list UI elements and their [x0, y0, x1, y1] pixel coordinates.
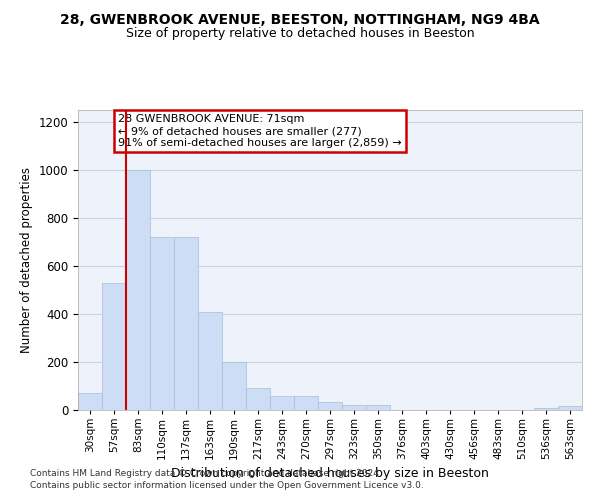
X-axis label: Distribution of detached houses by size in Beeston: Distribution of detached houses by size … [171, 468, 489, 480]
Bar [558, 406, 582, 410]
Bar [78, 393, 102, 410]
Bar [342, 405, 366, 410]
Bar [270, 396, 294, 410]
Bar [534, 408, 558, 410]
Bar [318, 402, 342, 410]
Text: Contains HM Land Registry data © Crown copyright and database right 2024.: Contains HM Land Registry data © Crown c… [30, 468, 382, 477]
Text: Contains public sector information licensed under the Open Government Licence v3: Contains public sector information licen… [30, 481, 424, 490]
Bar [174, 237, 198, 410]
Bar [294, 396, 318, 410]
Text: Size of property relative to detached houses in Beeston: Size of property relative to detached ho… [125, 28, 475, 40]
Bar [198, 312, 222, 410]
Bar [102, 283, 126, 410]
Text: 28, GWENBROOK AVENUE, BEESTON, NOTTINGHAM, NG9 4BA: 28, GWENBROOK AVENUE, BEESTON, NOTTINGHA… [60, 12, 540, 26]
Bar [366, 405, 390, 410]
Bar [126, 170, 150, 410]
Text: 28 GWENBROOK AVENUE: 71sqm
← 9% of detached houses are smaller (277)
91% of semi: 28 GWENBROOK AVENUE: 71sqm ← 9% of detac… [118, 114, 402, 148]
Y-axis label: Number of detached properties: Number of detached properties [20, 167, 33, 353]
Bar [246, 388, 270, 410]
Bar [150, 237, 174, 410]
Bar [222, 362, 246, 410]
